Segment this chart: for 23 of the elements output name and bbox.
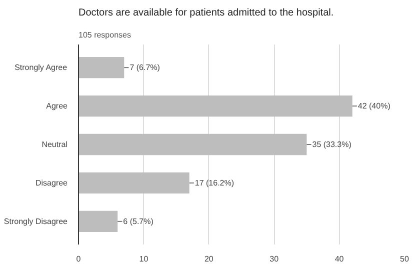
data-label: 42 (40%) xyxy=(358,102,391,111)
bar xyxy=(78,172,190,194)
data-label: 6 (5.7%) xyxy=(123,216,154,226)
y-tick-label: Agree xyxy=(46,102,68,111)
x-tick-label: 50 xyxy=(400,254,410,264)
x-tick-label: 40 xyxy=(334,254,344,264)
bar xyxy=(78,57,124,78)
chart-title: Doctors are available for patients admitted to the hospital. xyxy=(78,8,334,18)
x-tick-label: 20 xyxy=(204,254,214,264)
x-tick-label: 0 xyxy=(76,254,82,264)
bar xyxy=(78,210,118,232)
y-tick-label: Strongly Agree xyxy=(14,63,68,72)
x-tick-label: 10 xyxy=(139,254,149,264)
chart-subtitle: 105 responses xyxy=(78,30,131,40)
y-tick-label: Disagree xyxy=(35,178,68,188)
y-tick-label: Strongly Disagree xyxy=(4,216,68,226)
bar xyxy=(78,134,307,156)
data-label: 17 (16.2%) xyxy=(194,178,234,188)
bar xyxy=(78,95,352,117)
y-tick-label: Neutral xyxy=(42,140,68,149)
data-label: 7 (6.7%) xyxy=(130,63,160,72)
data-label: 35 (33.3%) xyxy=(312,140,352,149)
x-tick-label: 30 xyxy=(270,254,280,264)
